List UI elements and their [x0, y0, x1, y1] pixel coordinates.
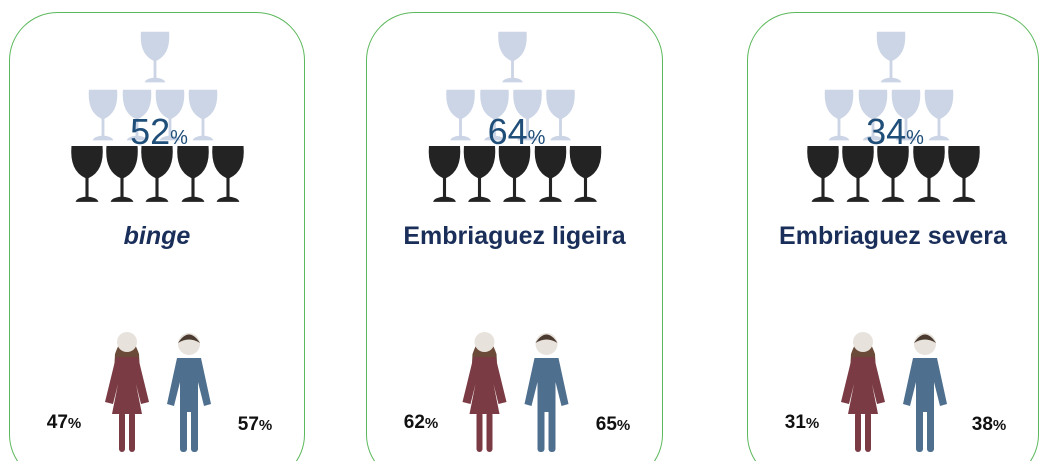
- female-percent: 62%: [404, 412, 438, 433]
- glass-icon: [569, 146, 602, 202]
- card-border: [9, 12, 305, 461]
- card-label: binge: [124, 222, 191, 250]
- male-number: 38: [972, 414, 993, 435]
- glass-icon: [463, 146, 496, 202]
- male-percent: 57%: [238, 414, 272, 435]
- leg: [855, 412, 861, 452]
- glass-icon: [948, 146, 980, 202]
- total-number: 34: [866, 111, 906, 152]
- hair: [178, 334, 200, 343]
- male-percent: 65%: [596, 414, 630, 435]
- glass-icon: [824, 89, 854, 141]
- male-icon: [524, 333, 569, 452]
- female-percent: 47%: [47, 412, 81, 433]
- glass-icon: [913, 146, 945, 202]
- head: [853, 332, 873, 352]
- dress: [105, 357, 149, 414]
- leg: [548, 408, 556, 452]
- dress: [841, 357, 885, 414]
- total-percent: 52%: [130, 111, 188, 152]
- leg: [476, 412, 483, 452]
- glass-icon: [546, 89, 575, 141]
- total-unit: %: [170, 127, 188, 149]
- hair: [535, 334, 558, 343]
- total-number: 64: [488, 111, 528, 152]
- glass-icon: [106, 146, 138, 202]
- card-border: [366, 12, 663, 461]
- female-number: 31: [785, 412, 807, 433]
- card-label: Embriaguez ligeira: [403, 222, 626, 250]
- card-border: [747, 12, 1039, 461]
- glass-icon: [534, 146, 567, 202]
- leg: [486, 412, 493, 452]
- leg: [865, 412, 871, 452]
- male-percent: 38%: [972, 414, 1006, 435]
- glass-icon: [498, 146, 531, 202]
- female-unit: %: [68, 415, 81, 432]
- male-unit: %: [617, 417, 630, 434]
- total-percent: 64%: [488, 111, 546, 152]
- glass-icon: [924, 89, 954, 141]
- glass-icon: [88, 89, 118, 141]
- female-icon: [841, 332, 885, 452]
- female-percent: 31%: [785, 412, 819, 433]
- leg: [916, 408, 923, 452]
- body: [167, 358, 211, 412]
- female-number: 47: [47, 412, 68, 433]
- female-icon: [105, 332, 149, 452]
- glass-icon: [141, 146, 173, 202]
- female-number: 62: [404, 412, 425, 433]
- glass-icon: [446, 89, 475, 141]
- total-unit: %: [906, 127, 924, 149]
- hair: [914, 334, 936, 343]
- card-label: Embriaguez severa: [779, 222, 1008, 250]
- glass-icon: [188, 89, 218, 141]
- head: [474, 332, 495, 352]
- glass-icon: [177, 146, 209, 202]
- leg: [129, 412, 135, 452]
- male-unit: %: [993, 417, 1006, 434]
- glass-icon: [71, 146, 103, 202]
- leg: [191, 408, 198, 452]
- glass-icon: [212, 146, 244, 202]
- total-unit: %: [528, 127, 546, 149]
- leg: [119, 412, 125, 452]
- glass-icon: [876, 31, 906, 83]
- male-number: 65: [596, 414, 618, 435]
- male-icon: [167, 333, 211, 452]
- dress: [462, 357, 507, 414]
- total-number: 52: [130, 111, 170, 152]
- male-number: 57: [238, 414, 259, 435]
- head: [117, 332, 137, 352]
- total-percent: 34%: [866, 111, 924, 152]
- leg: [537, 408, 545, 452]
- glass-icon: [498, 31, 527, 83]
- body: [524, 358, 569, 412]
- male-icon: [903, 333, 947, 452]
- body: [903, 358, 947, 412]
- leg: [180, 408, 187, 452]
- female-unit: %: [425, 415, 438, 432]
- glass-icon: [807, 146, 839, 202]
- glass-icon: [842, 146, 874, 202]
- glass-icon: [877, 146, 909, 202]
- female-icon: [462, 332, 507, 452]
- glass-icon: [428, 146, 461, 202]
- female-unit: %: [806, 415, 819, 432]
- male-unit: %: [259, 417, 272, 434]
- leg: [927, 408, 934, 452]
- glass-icon: [140, 31, 170, 83]
